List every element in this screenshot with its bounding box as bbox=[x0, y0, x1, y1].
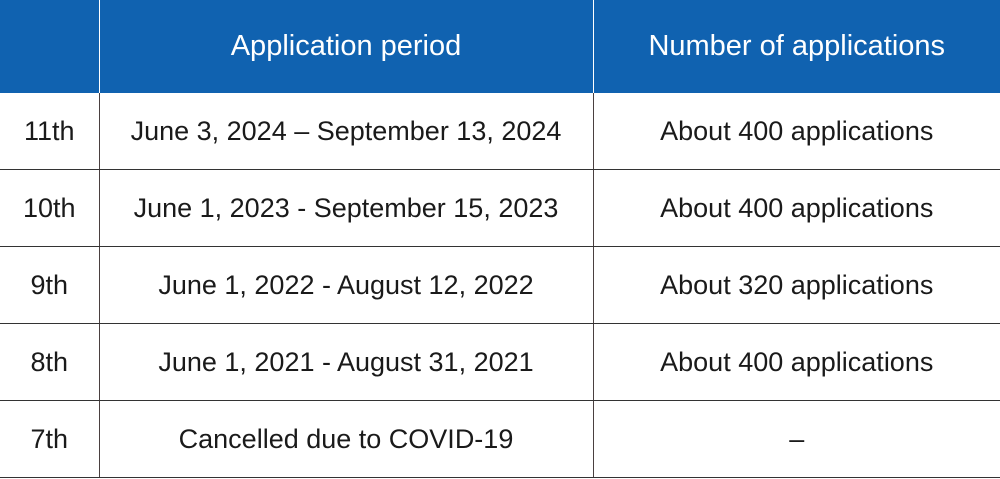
edition-cell: 9th bbox=[0, 246, 99, 324]
count-cell: – bbox=[592, 400, 1000, 478]
header-number-of-applications: Number of applications bbox=[592, 0, 1000, 93]
edition-cell: 7th bbox=[0, 400, 99, 478]
edition-cell: 8th bbox=[0, 323, 99, 401]
edition-cell: 11th bbox=[0, 93, 99, 170]
period-cell: June 1, 2022 - August 12, 2022 bbox=[98, 246, 593, 324]
header-application-period: Application period bbox=[98, 0, 593, 93]
period-cell: June 1, 2023 - September 15, 2023 bbox=[98, 169, 593, 247]
table-row: 11th June 3, 2024 – September 13, 2024 Abo… bbox=[0, 93, 1000, 170]
count-cell: About 400 applications bbox=[592, 93, 1000, 170]
table-row: 10th June 1, 2023 - September 15, 2023 Abo… bbox=[0, 169, 1000, 247]
count-cell: About 400 applications bbox=[592, 169, 1000, 247]
table-row: 8th June 1, 2021 - August 31, 2021 About 4… bbox=[0, 323, 1000, 401]
count-cell: About 400 applications bbox=[592, 323, 1000, 401]
edition-cell: 10th bbox=[0, 169, 99, 247]
period-cell: Cancelled due to COVID-19 bbox=[98, 400, 593, 478]
table-row: 9th June 1, 2022 - August 12, 2022 About 3… bbox=[0, 246, 1000, 324]
header-row: Application period Number of application… bbox=[0, 0, 1000, 93]
period-cell: June 3, 2024 – September 13, 2024 bbox=[98, 93, 593, 170]
table-row: 7th Cancelled due to COVID-19– bbox=[0, 400, 1000, 478]
period-cell: June 1, 2021 - August 31, 2021 bbox=[98, 323, 593, 401]
header-edition bbox=[0, 0, 99, 93]
count-cell: About 320 applications bbox=[592, 246, 1000, 324]
